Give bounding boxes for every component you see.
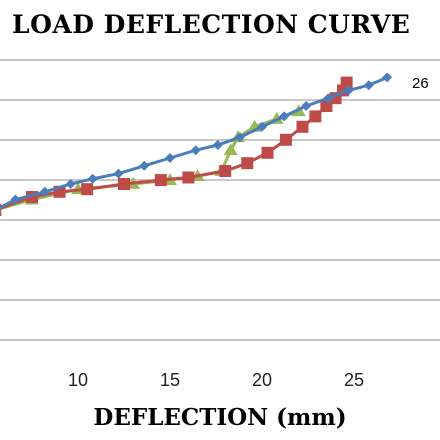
series-1-point-5 [154,174,167,187]
series-0-point-12 [279,111,290,122]
series-0-point-7 [165,153,175,163]
series-0-point-10 [234,132,245,143]
x-tick-10: 10 [68,370,88,390]
series-1-point-3 [81,183,94,196]
series-1-point-8 [241,157,254,170]
series-layer [0,72,393,216]
series-2-point-7 [223,143,238,156]
series-0-point-3 [65,179,76,189]
series-0-point-15 [343,85,354,96]
series-1-point-9 [261,146,274,159]
x-tick-labels: 10 15 20 25 [68,370,364,390]
series-1-point-11 [296,120,309,133]
series-0-point-6 [139,160,150,171]
series-1-point-4 [118,178,130,190]
series-end-label: 26 [412,75,429,92]
x-tick-25: 25 [344,370,364,390]
series-1-point-13 [320,100,333,112]
series-0-point-9 [212,140,223,150]
series-0 [0,72,393,211]
series-1-point-7 [219,165,232,177]
series-1-point-12 [309,110,322,123]
series-0-point-4 [87,173,98,184]
chart-title: LOAD DEFLECTION CURVE [12,10,410,39]
series-0-point-2 [39,186,50,197]
x-axis-label: DEFLECTION (mm) [93,404,346,431]
series-1-point-6 [182,171,195,184]
series-0-point-14 [323,93,334,104]
series-0-point-5 [113,168,124,179]
series-1-point-10 [279,133,292,146]
series-1-point-0 [0,204,2,216]
series-0-point-16 [363,80,374,91]
series-0-point-11 [257,121,267,132]
series-1 [0,76,353,216]
gridlines [0,59,440,341]
series-1-point-16 [340,76,353,89]
x-tick-20: 20 [252,370,272,390]
series-2 [0,104,306,215]
series-0-point-17 [382,72,393,83]
series-0-point-8 [190,145,201,156]
x-tick-15: 15 [160,370,180,390]
series-0-point-13 [301,101,312,111]
series-0-point-1 [10,194,21,205]
